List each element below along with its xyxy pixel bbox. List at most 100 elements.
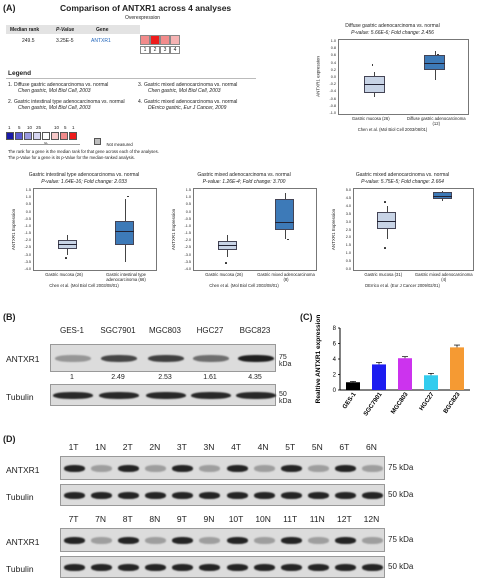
boxplot-box [57, 240, 78, 249]
heat-cell-4 [170, 35, 180, 45]
boxplot-box [424, 55, 446, 71]
category-label: GES-1 [341, 391, 358, 411]
scale-tick-4: 10 [54, 125, 60, 130]
band-value-3: 1.61 [203, 374, 217, 381]
legend-note-1: The rank for a gene is the median rank f… [8, 149, 159, 154]
scale-tick-5: 5 [64, 125, 67, 130]
scale-tick-3: 25 [36, 125, 42, 130]
legend-entry-2-num: 2. [8, 99, 13, 105]
legend-entry-4-ref: DErrico gastric, Eur J Cancer, 2009 [148, 105, 227, 111]
band-tubulin-12N [361, 564, 383, 571]
d-top-kda-50: 50 kDa [388, 490, 414, 499]
lane-label-GES-1: GES-1 [59, 326, 84, 335]
boxplot-ylabel: ANTXR1 Expression [170, 208, 176, 250]
boxplot-ytick: -0.4 [329, 89, 336, 94]
boxplot-frame [193, 188, 317, 271]
boxplot-ytick: 0.2 [330, 67, 336, 72]
lane-label-2T: 2T [122, 442, 133, 452]
lane-label-8T: 8T [122, 514, 133, 524]
boxplot-ylabel: ANTXR1 Expression [10, 208, 16, 250]
boxplot-group-1: Gastric mucosa (26) [45, 272, 83, 277]
boxplot-ytick: 5.0 [345, 188, 351, 192]
boxplot-ytick: -3.5 [184, 259, 191, 264]
band-tubulin [146, 392, 186, 399]
boxplot-ytick: -2.5 [184, 245, 191, 250]
band-tubulin-7N [91, 564, 113, 571]
boxplot-ytick: 0.0 [185, 209, 191, 214]
band-tubulin-8T [118, 564, 140, 571]
boxplot-outlier [384, 201, 386, 203]
boxplot-ytick: 1.0 [330, 39, 336, 43]
legend-entry-1-num: 1. [8, 82, 13, 88]
y-tick-label: 4 [333, 357, 337, 363]
boxplot-ytick: 0.0 [25, 209, 31, 214]
lane-label-HGC27: HGC27 [196, 326, 224, 335]
boxplot-ytick: -1.5 [184, 231, 191, 236]
scale-swatch-2 [24, 132, 32, 140]
boxplot-stat: P-value: 5.75E-5; Fold change: 2.664 [361, 179, 444, 185]
band-antxr1-10T [226, 537, 248, 544]
band-tubulin-5T [280, 492, 302, 499]
boxplot-ytick: -1.0 [329, 111, 336, 115]
panel-c-label: (C) [300, 312, 313, 322]
blot-antxr1 [50, 344, 276, 372]
kda-50: 50 kDa [279, 391, 292, 405]
lane-label-7N: 7N [95, 514, 107, 524]
band-tubulin [99, 392, 139, 399]
boxplot-ytick: 0.8 [330, 46, 336, 51]
scale-percent-label: % [44, 141, 48, 147]
gene-value: ANTXR1 [91, 38, 111, 44]
boxplot-ylabel: ANTXR1 Expression [330, 208, 336, 250]
boxplot-stat: P-value: 1.26E-4; Fold change: 3.700 [202, 179, 286, 185]
boxplot-ytick: 1.5 [185, 188, 191, 192]
boxplot-median [274, 222, 295, 223]
legend-entry-4-name: Gastric mixed adenocarcinoma vs. normal [144, 99, 238, 105]
boxplot-ytick: 1.0 [185, 195, 191, 200]
y-tick-label: 2 [333, 373, 337, 379]
legend-entry-3-num: 3. [138, 82, 143, 88]
boxplot-ytick: -0.6 [329, 96, 336, 101]
d-bottom-row-tubulin: Tubulin [6, 564, 34, 574]
lane-label-MGC803: MGC803 [148, 326, 181, 335]
band-antxr1-11N [307, 537, 329, 544]
bar-MGC803 [398, 358, 412, 390]
header-median-rank: Median rank [10, 26, 40, 33]
band-antxr1-8N [145, 537, 167, 544]
band-tubulin-10N [253, 564, 275, 571]
scale-swatch-4 [42, 132, 50, 140]
y-tick-label: 6 [333, 342, 337, 348]
header-p-value: P-Value [56, 26, 75, 33]
legend-note-2: The p-Value for a gene is its p-Value fo… [8, 155, 135, 160]
boxplot-outlier [127, 195, 129, 198]
legend-entry-3-ref: Chen gastric, Mol Biol Cell, 2003 [148, 88, 221, 94]
lane-label-5T: 5T [285, 442, 296, 452]
scale-swatch-6 [60, 132, 68, 140]
band-antxr1-2T [118, 465, 140, 472]
scale-swatch-3 [33, 132, 41, 140]
y-tick-label: 8 [333, 326, 337, 332]
lane-label-9T: 9T [176, 514, 187, 524]
boxplot-ytick: 0.5 [185, 202, 191, 207]
boxplot-ytick: 3.0 [345, 219, 351, 224]
legend-entry-4-num: 4. [138, 99, 143, 105]
band-antxr1-3T [172, 465, 194, 472]
band-tubulin-12T [334, 564, 356, 571]
boxplot-ytick: 1.0 [345, 251, 351, 256]
lane-label-6T: 6T [339, 442, 350, 452]
lane-label-5N: 5N [311, 442, 323, 452]
boxplot-diffuse: Diffuse gastric adenocarcinoma vs. norma… [310, 23, 475, 141]
band-tubulin-8N [145, 564, 167, 571]
heat-cell-number-4: 4 [170, 46, 180, 54]
boxplot-ytick: 0.0 [330, 75, 336, 79]
boxplot-ytick: 2.0 [345, 235, 351, 240]
boxplot-outlier [437, 53, 439, 56]
boxplot-ytick: 0.5 [345, 259, 351, 264]
band-tubulin-6N [361, 492, 383, 499]
band-antxr1-7T [64, 537, 86, 544]
lane-label-2N: 2N [149, 442, 161, 452]
boxplot-ytick: -0.2 [329, 82, 336, 87]
panel-a-subtitle: Overexpression [125, 15, 161, 21]
band-tubulin-10T [226, 564, 248, 571]
lane-label-BGC823: BGC823 [239, 326, 271, 335]
boxplot-frame [33, 188, 157, 271]
